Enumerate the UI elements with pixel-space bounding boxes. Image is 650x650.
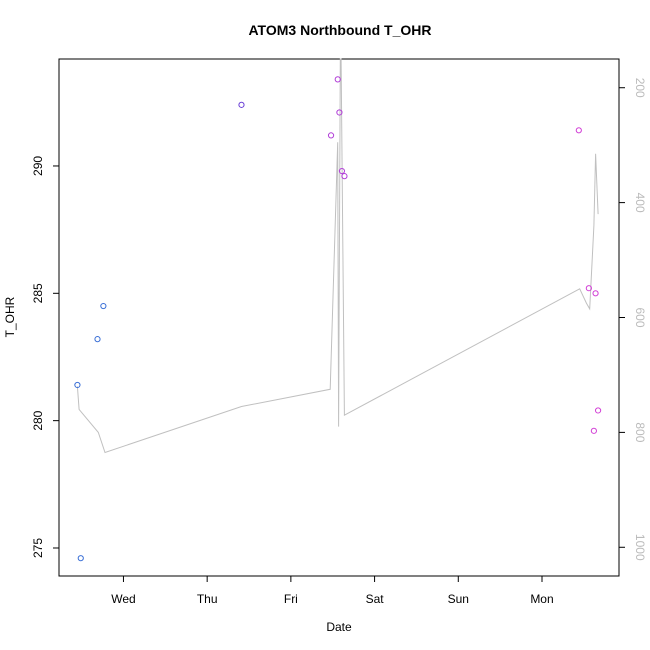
data-point	[592, 290, 599, 297]
line-layer	[76, 58, 599, 454]
data-point	[327, 132, 335, 139]
x-tick-label: Sat	[366, 592, 385, 606]
data-point	[238, 101, 245, 108]
x-tick-label: Mon	[530, 592, 553, 606]
point-layer	[74, 76, 602, 562]
y2-tick-label: 400	[633, 193, 647, 213]
y-tick-label: 275	[31, 538, 45, 558]
data-point	[100, 302, 107, 310]
y2-tick-label: 200	[633, 78, 647, 98]
data-point	[77, 555, 84, 562]
x-axis: Wed Thu Fri Sat Sun Mon	[111, 576, 554, 606]
y2-tick-label: 1000	[633, 534, 647, 561]
data-point	[594, 407, 602, 414]
series-line	[76, 58, 599, 454]
x-tick-label: Thu	[197, 592, 218, 606]
data-point	[585, 285, 592, 292]
data-point	[336, 109, 343, 116]
y-tick-label: 285	[31, 283, 45, 303]
chart-title: ATOM3 Northbound T_OHR	[248, 22, 431, 38]
data-point	[334, 76, 341, 83]
y2-axis: 200 400 600 800 1000	[619, 78, 647, 561]
y-tick-label: 290	[31, 156, 45, 176]
data-point	[74, 381, 81, 389]
x-axis-label: Date	[326, 620, 352, 634]
y2-tick-label: 800	[633, 422, 647, 442]
data-point	[94, 336, 101, 343]
y2-tick-label: 600	[633, 307, 647, 327]
x-tick-label: Sun	[448, 592, 469, 606]
data-point	[341, 173, 348, 180]
y-axis-label: T_OHR	[3, 296, 17, 337]
y-axis: 275 280 285 290	[31, 156, 59, 558]
data-point	[590, 427, 597, 434]
x-tick-label: Wed	[111, 592, 135, 606]
x-tick-label: Fri	[284, 592, 298, 606]
data-point	[338, 167, 346, 175]
data-point	[575, 127, 582, 134]
y-tick-label: 280	[31, 410, 45, 430]
